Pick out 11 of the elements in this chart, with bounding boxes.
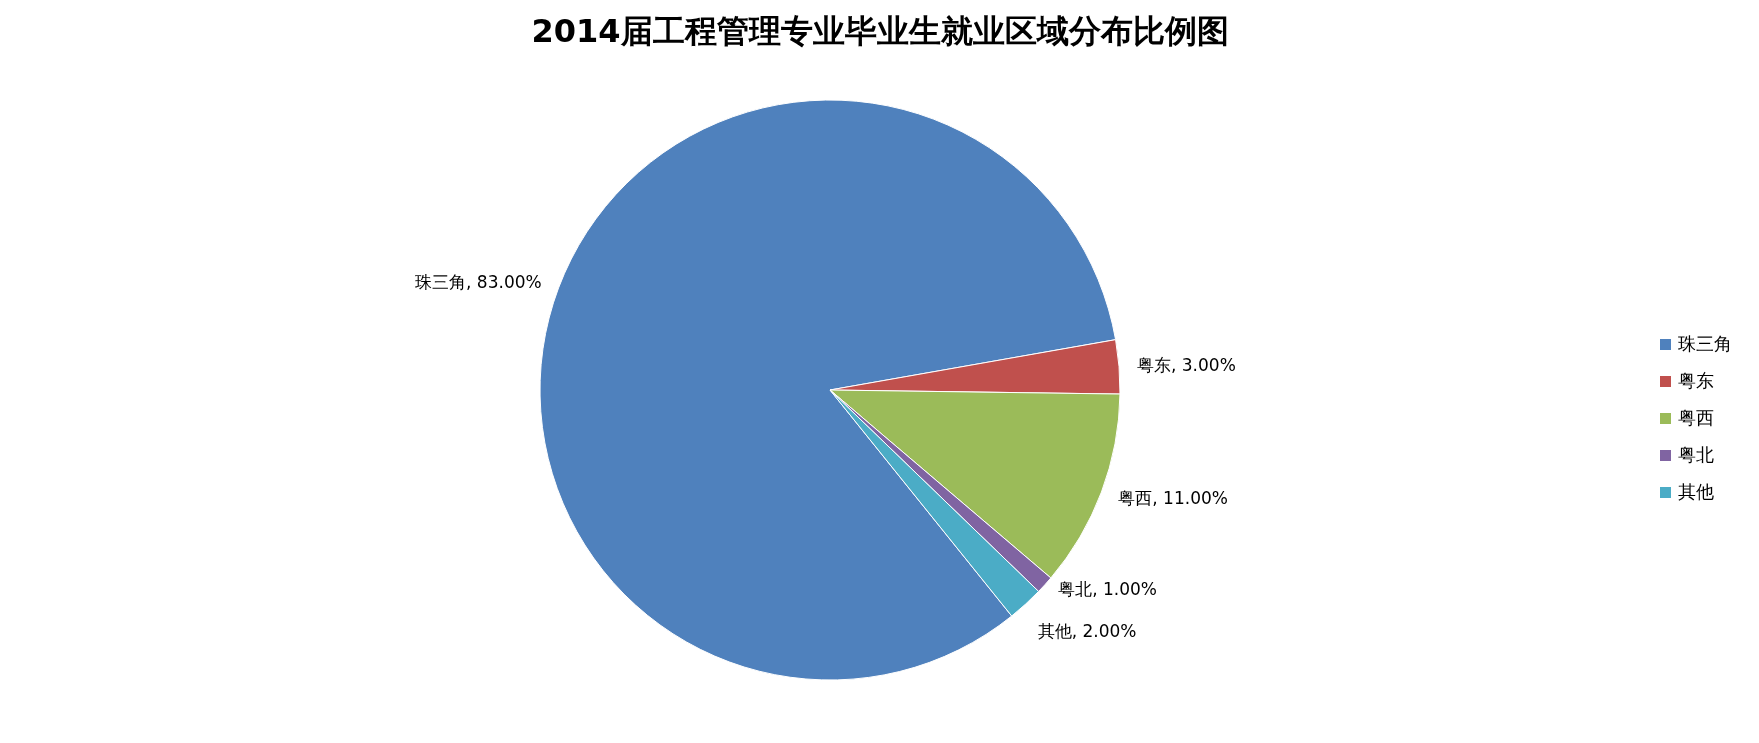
data-label: 粤东, 3.00% (1137, 355, 1236, 376)
legend-label: 其他 (1678, 481, 1714, 502)
data-label: 粤西, 11.00% (1118, 488, 1228, 509)
data-label: 其他, 2.00% (1037, 621, 1137, 642)
chart-title: 2014届工程管理专业毕业生就业区域分布比例图 (531, 12, 1229, 50)
legend-label: 粤东 (1678, 370, 1714, 391)
data-label: 粤北, 1.00% (1058, 578, 1157, 599)
legend-label: 粤西 (1678, 407, 1714, 428)
data-label: 珠三角, 83.00% (415, 271, 542, 292)
legend-label: 珠三角 (1678, 333, 1732, 354)
legend-label: 粤北 (1678, 444, 1714, 465)
